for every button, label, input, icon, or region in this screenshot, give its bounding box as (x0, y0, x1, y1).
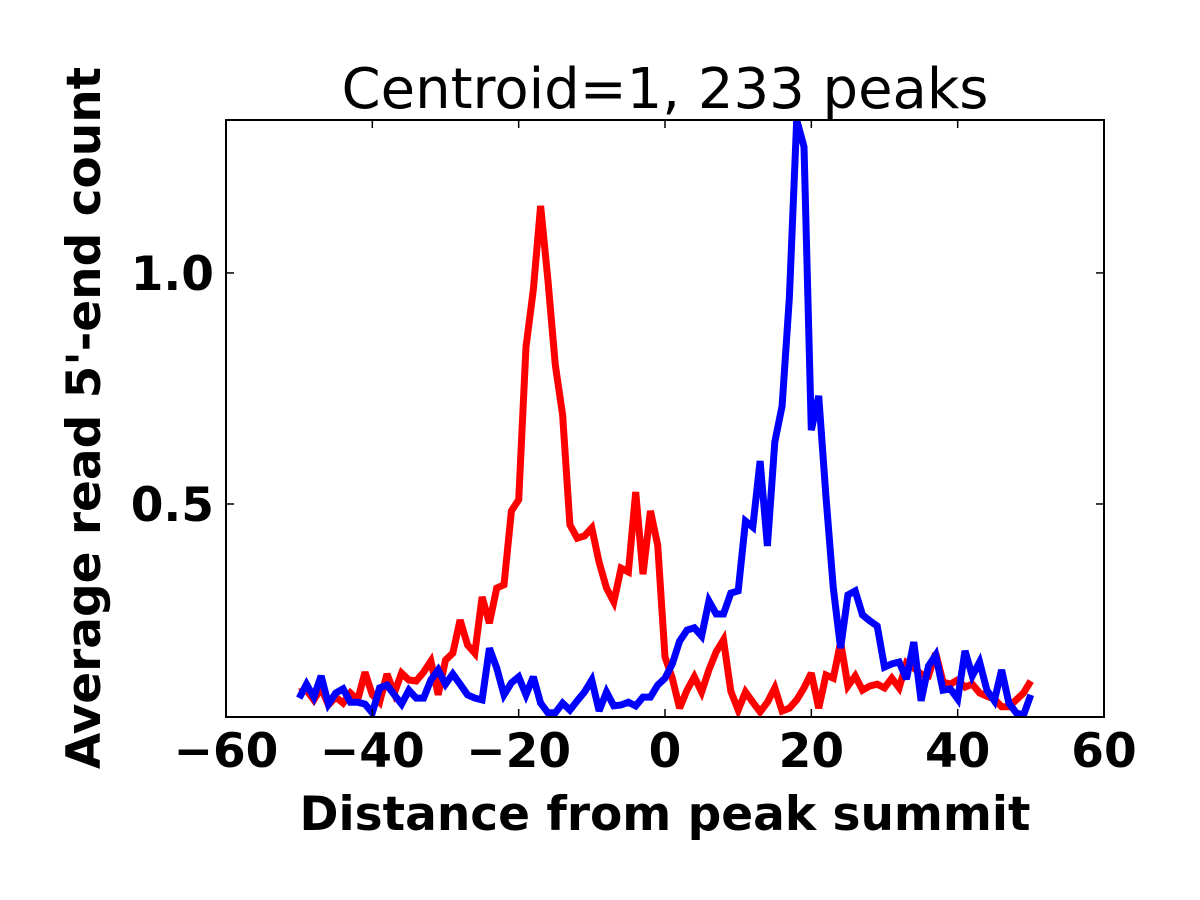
x-tick-label: 60 (1071, 724, 1136, 779)
x-tick-label: −60 (174, 724, 279, 779)
x-tick-label: 0 (649, 724, 682, 779)
series-line-blue (296, 120, 1035, 717)
x-tick-label: −20 (466, 724, 571, 779)
y-tick-label: 1.0 (131, 247, 214, 302)
series-layer (296, 120, 1035, 717)
y-tick-label: 0.5 (131, 478, 214, 533)
x-tick-label: 20 (779, 724, 844, 779)
chart-title: Centroid=1, 233 peaks (342, 57, 989, 122)
y-axis-label: Average read 5'-end count (57, 67, 112, 769)
x-axis-label: Distance from peak summit (300, 787, 1031, 842)
x-tick-label: 40 (925, 724, 990, 779)
ticks-layer: −60 −40 −20 0 20 40 60 0.5 1.0 (131, 120, 1137, 779)
series-line-red (298, 205, 1034, 717)
x-tick-label: −40 (320, 724, 425, 779)
